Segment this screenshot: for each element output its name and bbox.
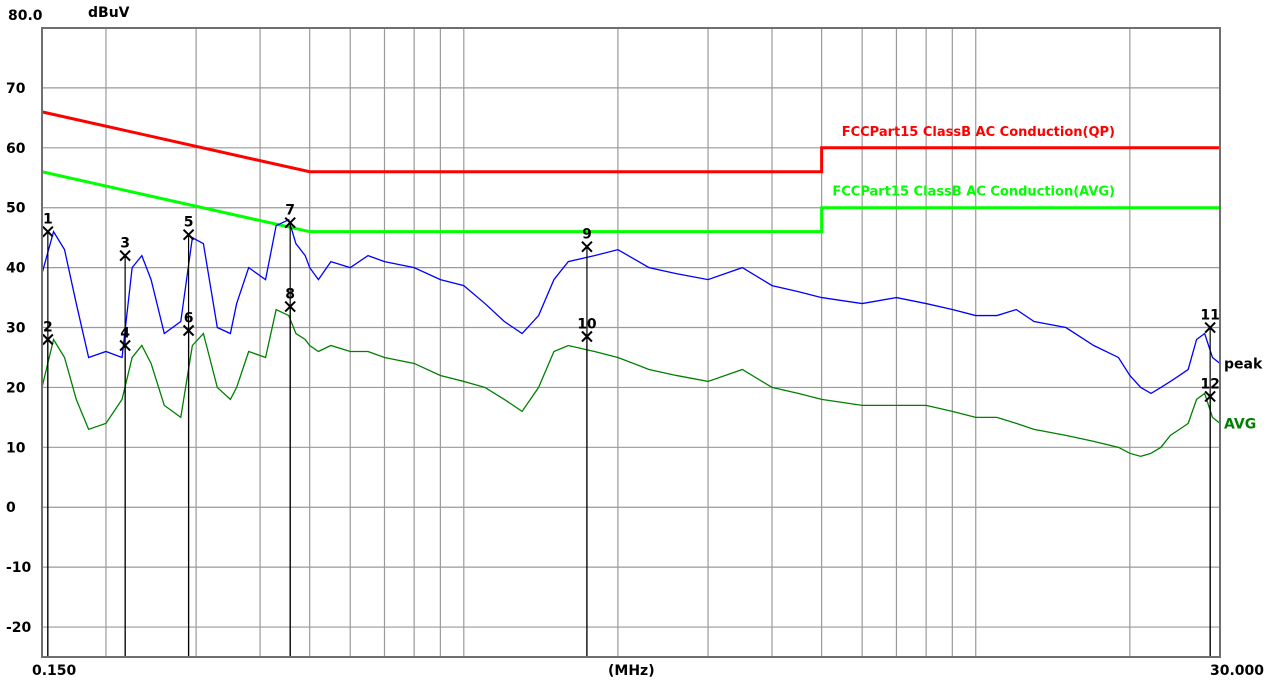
limit-line-label: FCCPart15 ClassB AC Conduction(AVG): [832, 185, 1115, 200]
marker-x: [1204, 321, 1216, 334]
y-tick-label: 20: [6, 380, 26, 396]
series-line: [41, 308, 1221, 457]
y-tick-label: -10: [6, 560, 32, 576]
y-tick-label: 10: [6, 440, 26, 456]
series-label: AVG: [1224, 416, 1256, 432]
data-series: [41, 218, 1221, 457]
y-tick-label: 40: [6, 261, 26, 277]
marker-x: [119, 339, 131, 352]
marker-x: [119, 249, 131, 262]
marker-x: [581, 240, 593, 253]
y-tick-label: 60: [6, 141, 26, 157]
marker-number: 11: [1200, 308, 1219, 324]
marker-number: 6: [184, 311, 194, 327]
series-line: [41, 218, 1221, 395]
marker-x: [284, 216, 296, 229]
y-axis-unit-label: dBuV: [88, 5, 130, 21]
marker-x: [182, 324, 195, 337]
marker-x: [581, 330, 593, 343]
marker-number: 8: [285, 287, 295, 303]
x-axis-start-label: 0.150: [32, 663, 77, 679]
plot-frame: [41, 27, 1221, 658]
y-tick-label: 30: [6, 321, 26, 337]
marker-number: 2: [43, 320, 53, 336]
y-tick-label: 50: [6, 201, 26, 217]
marker-number: 10: [577, 317, 597, 333]
marker-x: [1204, 390, 1216, 403]
marker-number: 1: [43, 212, 53, 228]
marker-x: [284, 300, 296, 313]
plot-background: [42, 28, 1220, 657]
x-axis-unit-label: (MHz): [608, 663, 655, 679]
series-label: peak: [1224, 356, 1263, 372]
limit-lines: [41, 110, 1220, 234]
marker-number: 12: [1200, 376, 1219, 392]
series-legend: FCCPart15 ClassB AC Conduction(QP) FCCPar…: [832, 125, 1263, 433]
marker-number: 5: [184, 215, 194, 231]
x-axis-end-label: 30.000: [1210, 663, 1264, 679]
y-tick-label: 70: [6, 81, 26, 97]
y-tick-label: -20: [6, 620, 32, 636]
grid-lines: [42, 28, 1220, 657]
marker-x: [42, 225, 54, 238]
axis-labels: 80.0 dBuV 0.150 (MHz) 30.000 70605040302…: [6, 5, 1264, 679]
y-tick-label: 0: [6, 500, 16, 516]
limit-line-label: FCCPart15 ClassB AC Conduction(QP): [842, 125, 1115, 140]
limit-line: [41, 170, 1220, 234]
marker-number: 4: [120, 325, 130, 341]
limit-line: [41, 110, 1220, 174]
marker-x: [182, 228, 195, 241]
marker-number: 3: [120, 236, 130, 252]
y-axis-top-label: 80.0: [8, 8, 43, 24]
marker-number: 7: [285, 203, 295, 219]
marker-number: 9: [582, 227, 592, 243]
marker-x: [42, 333, 54, 346]
